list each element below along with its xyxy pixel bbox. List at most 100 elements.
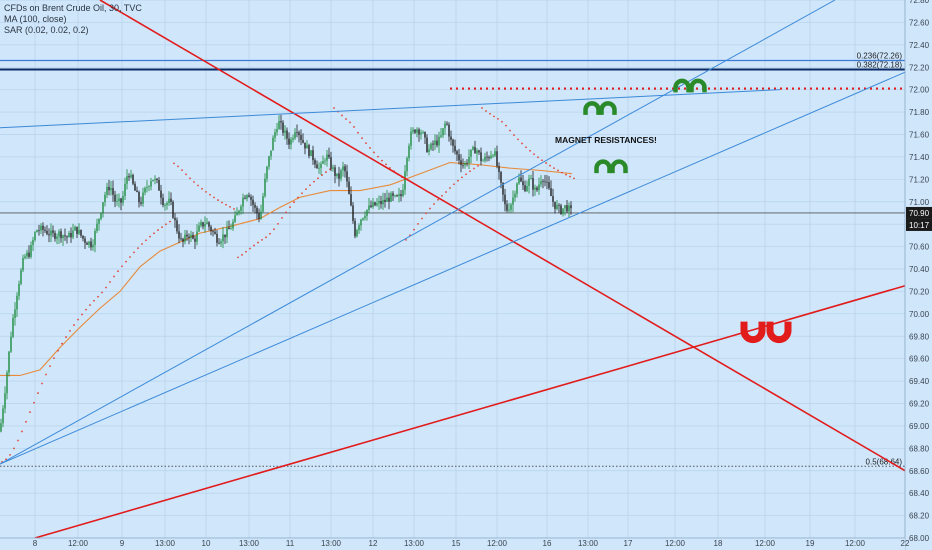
- grid-layer: [0, 0, 906, 539]
- candle-body: [86, 242, 88, 245]
- candle-body: [414, 129, 416, 133]
- candle-body: [296, 132, 298, 133]
- sar-dot: [533, 153, 535, 156]
- sar-dot: [77, 318, 79, 321]
- candle-body: [478, 150, 480, 153]
- magnet-red: [740, 321, 792, 344]
- legend-sar[interactable]: SAR (0.02, 0.02, 0.2): [4, 25, 89, 35]
- candle-body: [122, 196, 124, 203]
- candle-body: [528, 178, 530, 186]
- candle-body: [456, 151, 458, 155]
- candle-body: [254, 204, 256, 208]
- candle-body: [534, 187, 536, 190]
- candle-body: [356, 230, 358, 237]
- candle-body: [346, 171, 348, 182]
- candle-body: [506, 204, 508, 211]
- candle-body: [440, 135, 442, 137]
- sar-dot: [221, 201, 223, 204]
- candle-body: [376, 203, 378, 206]
- candle-body: [8, 351, 10, 373]
- time-tick-label: 9: [120, 539, 125, 548]
- candle-body: [334, 167, 336, 176]
- candle-body: [268, 156, 270, 167]
- sar-dot: [529, 149, 531, 152]
- candle-body: [62, 235, 64, 239]
- candle-body: [360, 219, 362, 226]
- candles: [0, 114, 572, 433]
- candle-body: [426, 137, 428, 153]
- candle-body: [84, 238, 86, 243]
- sar-dot: [241, 253, 243, 256]
- candle-body: [168, 198, 170, 203]
- sar-dot: [225, 203, 227, 206]
- candle-body: [206, 222, 208, 225]
- sar-dot: [493, 115, 495, 118]
- sar-dot: [449, 187, 451, 189]
- sar-dot: [137, 247, 139, 249]
- candle-body: [166, 202, 168, 206]
- candle-body: [288, 138, 290, 145]
- time-axis-bg: [0, 538, 905, 550]
- sar-dot: [497, 117, 499, 120]
- sar-dot: [565, 173, 567, 176]
- magnet-icon: [610, 159, 628, 174]
- legend-symbol[interactable]: CFDs on Brent Crude Oil, 30, TVC: [4, 3, 142, 13]
- candle-body: [552, 196, 554, 202]
- candle-body: [332, 167, 334, 169]
- sar-dot: [121, 265, 123, 268]
- candle-body: [96, 223, 98, 231]
- sar-dot: [309, 184, 311, 187]
- chart-legend: CFDs on Brent Crude Oil, 30, TVC MA (100…: [4, 3, 142, 36]
- time-tick-label: 13:00: [404, 539, 425, 548]
- candle-body: [312, 150, 314, 161]
- magnet-icon: [673, 78, 691, 93]
- candle-body: [404, 171, 406, 190]
- sar-dots: [1, 107, 575, 463]
- candle-body: [386, 197, 388, 202]
- candle-body: [428, 149, 430, 153]
- legend-ma[interactable]: MA (100, close): [4, 14, 67, 24]
- candle-body: [6, 372, 8, 394]
- sar-dot: [41, 382, 43, 385]
- price-tick-label: 68.20: [909, 512, 930, 521]
- time-tick-label: 17: [624, 539, 633, 548]
- sar-dot: [189, 177, 191, 180]
- candle-body: [474, 147, 476, 154]
- candle-body: [212, 231, 214, 232]
- candle-body: [100, 212, 102, 219]
- candle-body: [416, 129, 418, 133]
- sar-dot: [553, 167, 555, 170]
- sar-dot: [89, 304, 91, 306]
- sar-dot: [341, 114, 343, 117]
- sar-dot: [261, 238, 263, 241]
- candle-body: [548, 182, 550, 189]
- candle-body: [266, 166, 268, 179]
- candle-body: [432, 143, 434, 145]
- sar-dot: [245, 250, 247, 253]
- sar-dot: [181, 169, 183, 172]
- sar-dot: [421, 217, 423, 220]
- candle-body: [156, 178, 158, 181]
- time-tick-label: 13:00: [239, 539, 260, 548]
- candle-body: [262, 196, 264, 212]
- sar-dot: [109, 281, 111, 283]
- candle-body: [514, 193, 516, 198]
- candle-body: [102, 202, 104, 213]
- sar-dot: [93, 299, 95, 302]
- sar-dot: [317, 177, 319, 180]
- candle-body: [410, 131, 412, 146]
- candle-body: [460, 160, 462, 165]
- sar-dot: [321, 174, 323, 176]
- candle-body: [80, 229, 82, 236]
- time-tick-label: 12:00: [487, 539, 508, 548]
- candle-body: [148, 186, 150, 188]
- candle-body: [180, 238, 182, 240]
- candle-body: [222, 234, 224, 242]
- candle-body: [418, 129, 420, 135]
- candle-body: [244, 197, 246, 199]
- fib-levels: 0.236(72.26)0.382(72.18) 0.5(68.64): [0, 52, 905, 467]
- sar-dot: [157, 229, 159, 231]
- candle-body: [508, 209, 510, 211]
